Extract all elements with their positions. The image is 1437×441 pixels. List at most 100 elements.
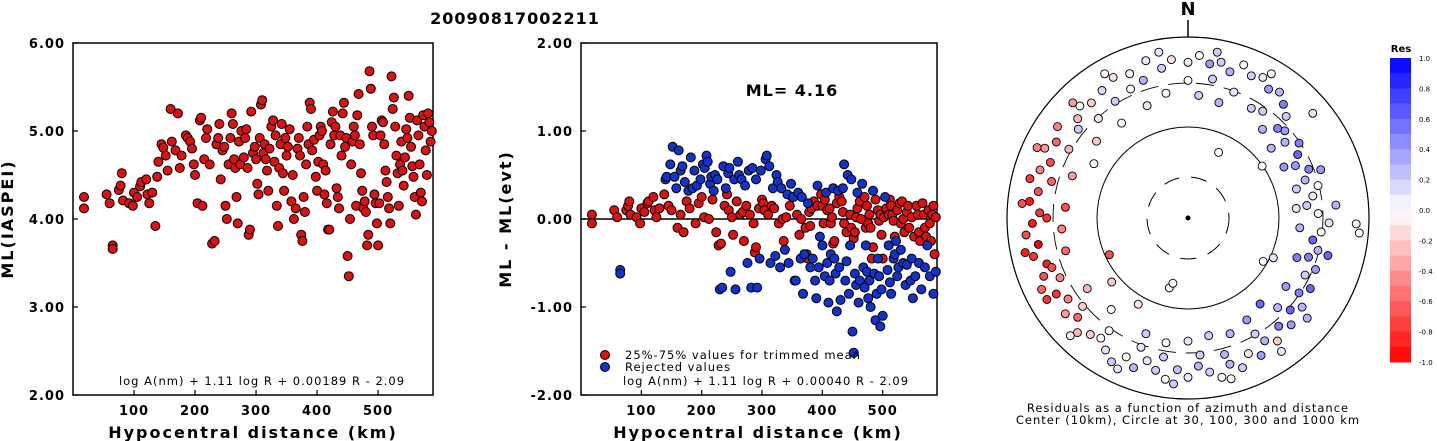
- x-tick-label: 300: [747, 404, 777, 419]
- data-point: [242, 163, 253, 173]
- station-residual-point: [1055, 273, 1065, 283]
- station-residual-point: [1281, 282, 1291, 291]
- data-point: [857, 178, 868, 189]
- colorbar-tick-label: 0.2: [1419, 177, 1430, 185]
- data-point: [132, 192, 143, 202]
- data-point: [413, 130, 424, 141]
- colorbar-cells: [1390, 58, 1411, 363]
- data-point: [805, 262, 816, 273]
- data-point: [282, 141, 293, 152]
- station-residual-point: [1225, 67, 1235, 77]
- data-point: [814, 231, 825, 242]
- data-point: [187, 143, 197, 154]
- station-residual-point: [1073, 124, 1083, 134]
- data-point: [348, 121, 359, 132]
- data-point: [930, 266, 941, 277]
- data-point: [421, 170, 432, 180]
- station-residual-point: [1053, 122, 1062, 132]
- y-tick-label: 3.00: [29, 301, 65, 316]
- station-residual-point: [1316, 165, 1326, 175]
- station-residual-point: [1141, 329, 1151, 339]
- data-point: [794, 229, 805, 240]
- data-point: [387, 104, 398, 114]
- data-point: [761, 150, 772, 161]
- y-tick-label: 0.00: [537, 213, 573, 228]
- station-residual-point: [1160, 374, 1170, 384]
- data-point: [648, 192, 659, 202]
- data-point: [781, 212, 792, 223]
- station-residual-point: [1051, 137, 1061, 147]
- data-point: [919, 262, 930, 273]
- data-point: [813, 262, 824, 273]
- colorbar-cell: [1390, 134, 1411, 150]
- data-point: [384, 203, 395, 214]
- data-point: [101, 189, 112, 200]
- station-residual-point: [1126, 84, 1136, 94]
- station-residual-point: [1086, 98, 1096, 108]
- station-residual-point: [1093, 114, 1103, 123]
- x-tick-label: 400: [302, 404, 332, 419]
- x-tick-label: 100: [119, 404, 149, 419]
- station-residual-point: [1025, 196, 1035, 206]
- data-point: [165, 104, 176, 114]
- data-point: [262, 165, 272, 176]
- station-residual-point: [1096, 333, 1106, 343]
- data-point: [747, 163, 758, 173]
- legend-label-accepted: 25%-75% values for trimmed mean: [625, 348, 861, 362]
- data-point: [336, 150, 347, 161]
- colorbar: Res 1.0 0.8 0.6 0.4 0.2 0.0 -0.2 -0.4 -0.6 -0.8 -1…: [1390, 44, 1433, 367]
- data-point: [796, 192, 807, 202]
- station-residual-point: [1108, 72, 1118, 82]
- data-point: [382, 192, 393, 202]
- data-point: [865, 222, 876, 233]
- caption-line-2: Center (10km), Circle at 30, 100, 300 an…: [1016, 413, 1360, 427]
- station-residual-point: [1068, 98, 1078, 108]
- station-residual-point: [1257, 161, 1267, 171]
- station-residual-point: [1194, 51, 1204, 60]
- station-residual-point: [1279, 162, 1289, 172]
- data-point: [144, 198, 155, 209]
- data-point: [238, 152, 249, 163]
- figure-title: 20090817002211: [430, 9, 600, 28]
- data-point: [107, 243, 118, 254]
- x-tick-label: 200: [180, 404, 210, 419]
- data-point: [319, 189, 330, 200]
- station-residual-point: [1142, 101, 1152, 111]
- data-point: [847, 326, 858, 337]
- station-residual-point: [1033, 187, 1043, 197]
- y-tick-label: 2.00: [537, 37, 573, 52]
- circle-30km: [1146, 176, 1230, 260]
- station-residual-point: [1246, 103, 1256, 113]
- data-point: [410, 209, 421, 220]
- data-point: [353, 89, 364, 99]
- data-point: [895, 244, 906, 255]
- station-residual-point: [1047, 177, 1057, 186]
- data-point: [209, 236, 220, 246]
- data-point: [264, 143, 275, 154]
- data-point: [271, 200, 282, 211]
- station-residual-point: [1183, 372, 1193, 382]
- station-residual-point: [1294, 138, 1304, 148]
- station-residual-point: [1304, 252, 1313, 262]
- station-residual-point: [1212, 47, 1222, 57]
- data-point: [402, 133, 413, 143]
- x-axis-label: Hypocentral distance (km): [613, 423, 903, 441]
- data-point: [836, 196, 847, 207]
- data-point: [744, 209, 755, 220]
- colorbar-label: Res: [1391, 44, 1411, 55]
- y-tick-label: 1.00: [537, 125, 573, 140]
- data-point: [651, 212, 662, 223]
- colorbar-cell: [1390, 286, 1411, 302]
- legend-label-rejected: Rejected values: [625, 360, 731, 374]
- data-point: [910, 271, 921, 282]
- station-residual-point: [1300, 270, 1310, 280]
- epicenter-dot: [1185, 215, 1191, 221]
- station-residual-point: [1308, 235, 1318, 245]
- data-point: [215, 174, 226, 185]
- data-point: [615, 268, 626, 279]
- station-residual-point: [1045, 157, 1055, 167]
- data-point: [345, 214, 355, 224]
- data-point: [334, 203, 344, 214]
- station-residual-point: [1100, 69, 1110, 79]
- data-point: [779, 244, 790, 255]
